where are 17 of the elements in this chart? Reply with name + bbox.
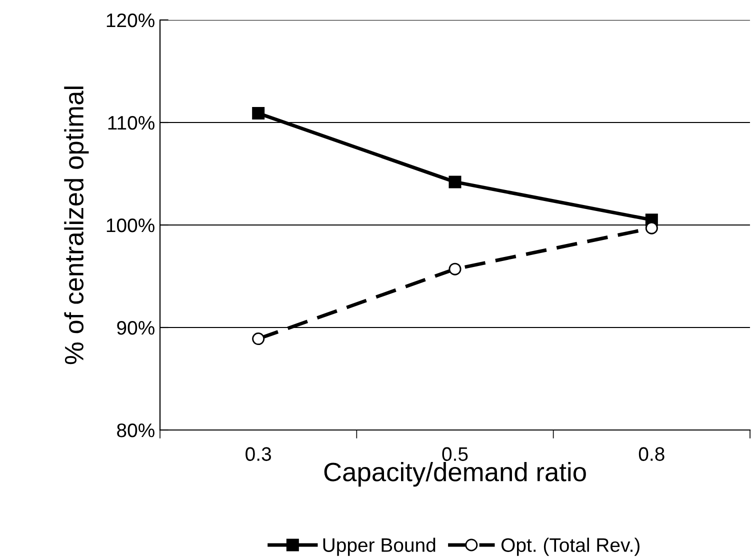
x-tick-label: 0.5 [442,447,468,461]
y-tick-label: 100% [106,218,154,232]
legend-label: Opt. (Total Rev.) [501,538,640,556]
x-tick-label: 0.8 [638,447,664,461]
point [448,176,462,188]
y-tick-label: 110% [108,116,154,130]
point [252,107,265,120]
y-tick-label: 90% [117,320,154,335]
x-axis-title: Capacity/demand ratio [324,462,586,487]
point [448,262,462,276]
y-axis-title: % of centralized optimal [64,86,89,364]
point [252,332,265,346]
y-tick-label: 80% [117,423,154,438]
legend-label: Upper Bound [323,538,436,556]
y-tick-label: 120% [106,13,154,28]
point [645,222,658,234]
x-tick-label: 0.3 [246,447,271,461]
